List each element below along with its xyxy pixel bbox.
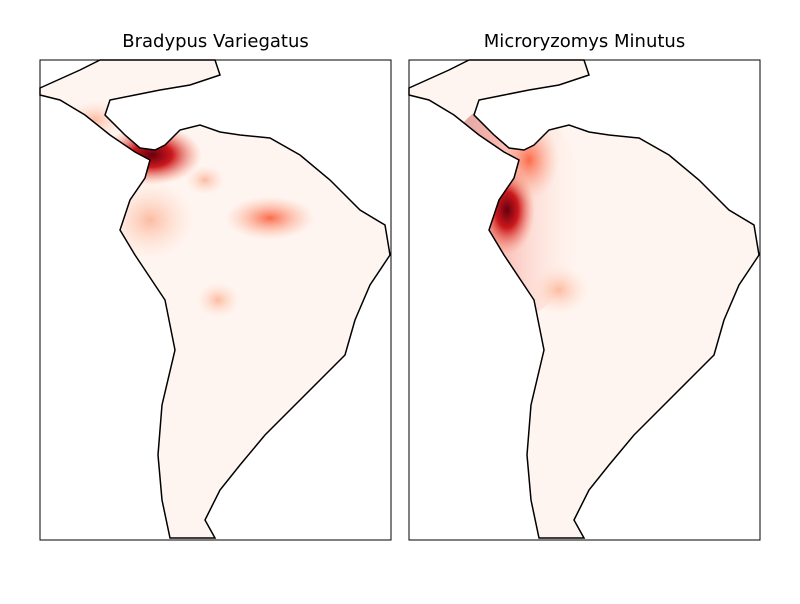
axes-frame: [408, 59, 761, 541]
axes-frame: [39, 59, 392, 541]
coastline: [39, 59, 391, 539]
map-panel: Bradypus Variegatus: [39, 31, 392, 541]
coastline: [408, 59, 760, 539]
map-title: Microryzomys Minutus: [484, 31, 685, 52]
map-title: Bradypus Variegatus: [122, 31, 309, 52]
map-panel: Microryzomys Minutus: [408, 31, 761, 541]
